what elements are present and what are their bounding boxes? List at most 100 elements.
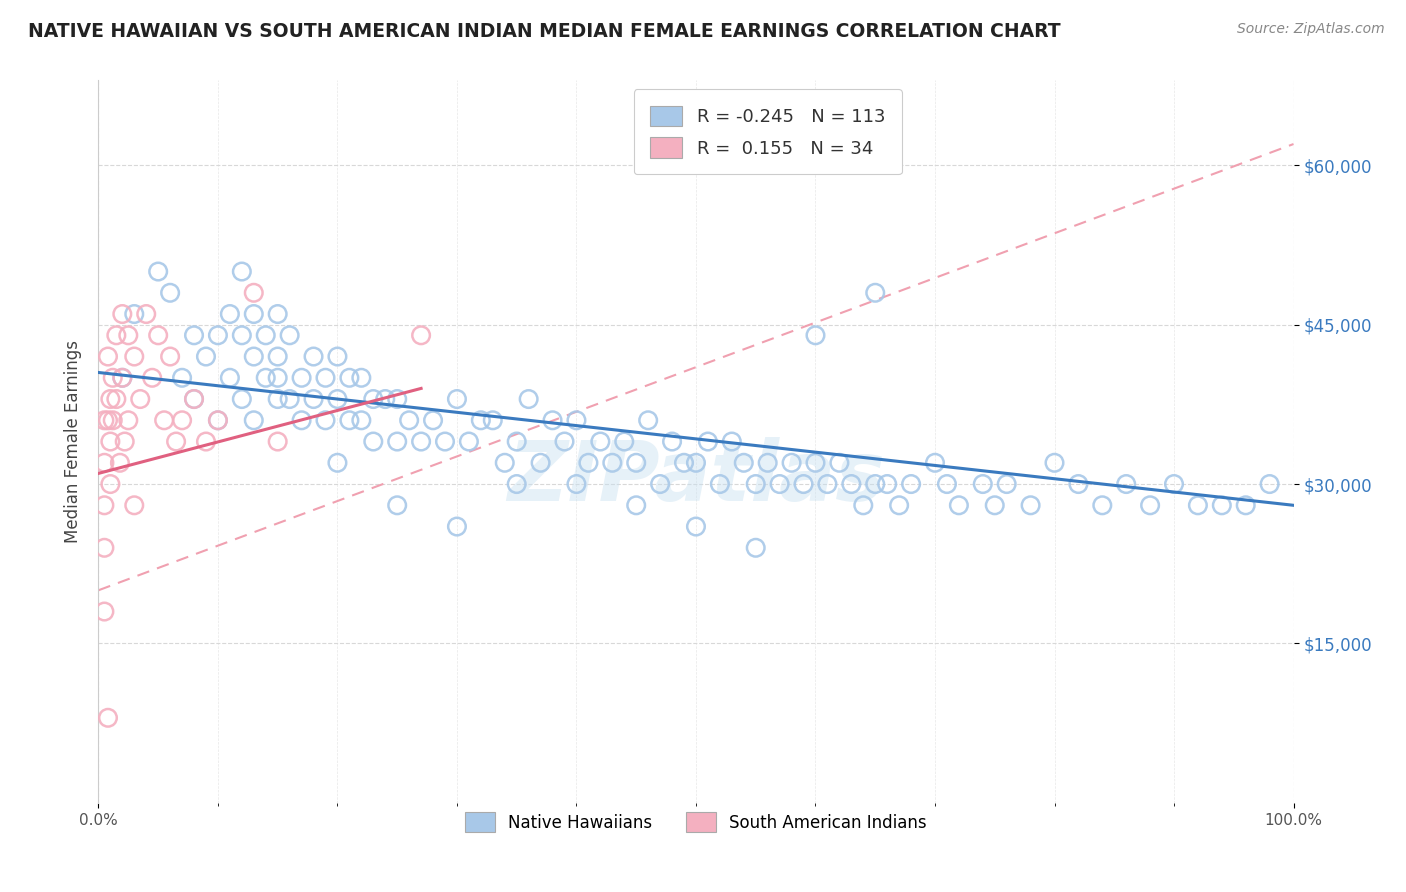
Point [995,477,1018,491]
Point [411,434,433,449]
Point [243,285,266,300]
Point [98,392,122,406]
Point [972,477,994,491]
Point [745,477,768,491]
Point [673,456,696,470]
Point [195,350,218,364]
Point [865,285,887,300]
Point [815,477,838,491]
Point [153,413,176,427]
Point [315,413,337,427]
Text: Source: ZipAtlas.com: Source: ZipAtlas.com [1237,22,1385,37]
Point [339,371,361,385]
Point [98,434,122,449]
Point [506,434,529,449]
Point [291,413,314,427]
Point [135,307,157,321]
Point [626,498,648,512]
Point [613,434,636,449]
Point [172,371,194,385]
Point [117,413,139,427]
Point [141,371,163,385]
Point [685,519,707,533]
Point [517,392,540,406]
Point [458,434,481,449]
Point [768,477,790,491]
Point [159,350,181,364]
Point [756,456,779,470]
Point [530,456,553,470]
Point [231,328,253,343]
Point [350,371,373,385]
Point [93,456,115,470]
Point [148,264,170,278]
Point [411,328,433,343]
Point [124,307,146,321]
Point [1091,498,1114,512]
Point [578,456,600,470]
Point [219,307,242,321]
Point [865,477,887,491]
Point [93,498,115,512]
Point [1187,498,1209,512]
Point [219,371,242,385]
Point [565,413,588,427]
Point [183,392,205,406]
Point [101,413,124,427]
Point [243,350,266,364]
Point [1043,456,1066,470]
Point [97,350,120,364]
Point [363,434,385,449]
Point [733,456,755,470]
Legend: Native Hawaiians, South American Indians: Native Hawaiians, South American Indians [451,799,941,845]
Point [385,498,409,512]
Point [98,477,122,491]
Point [804,328,827,343]
Point [101,371,124,385]
Point [780,456,803,470]
Point [350,413,373,427]
Point [267,434,290,449]
Point [207,413,229,427]
Point [326,350,349,364]
Point [124,350,146,364]
Point [541,413,564,427]
Point [254,371,277,385]
Point [111,371,134,385]
Point [1139,498,1161,512]
Point [315,371,337,385]
Point [111,371,134,385]
Point [385,434,409,449]
Point [494,456,516,470]
Point [984,498,1007,512]
Text: NATIVE HAWAIIAN VS SOUTH AMERICAN INDIAN MEDIAN FEMALE EARNINGS CORRELATION CHAR: NATIVE HAWAIIAN VS SOUTH AMERICAN INDIAN… [28,22,1060,41]
Point [1067,477,1090,491]
Point [278,392,301,406]
Point [267,392,290,406]
Point [105,392,128,406]
Point [183,392,205,406]
Point [385,392,409,406]
Point [326,392,349,406]
Point [709,477,731,491]
Point [129,392,152,406]
Point [446,392,468,406]
Point [302,392,325,406]
Point [148,328,170,343]
Point [1234,498,1257,512]
Point [267,350,290,364]
Point [108,456,131,470]
Point [97,413,120,427]
Point [111,307,134,321]
Point [124,498,146,512]
Point [876,477,898,491]
Point [207,413,229,427]
Point [434,434,457,449]
Point [793,477,815,491]
Point [948,498,970,512]
Point [291,371,314,385]
Point [852,498,875,512]
Point [661,434,683,449]
Point [339,413,361,427]
Point [565,477,588,491]
